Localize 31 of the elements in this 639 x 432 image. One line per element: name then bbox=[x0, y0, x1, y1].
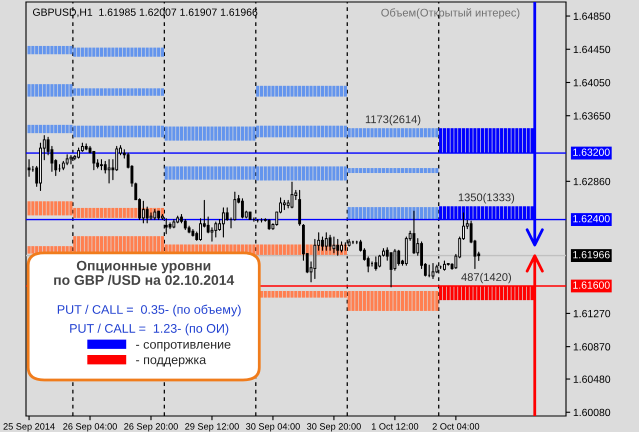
annotation: PUT / CALL = 0.35- (по объему) bbox=[58, 304, 241, 316]
ref-line-label: 1.63200 bbox=[573, 148, 610, 156]
annotation: 1173(2614) bbox=[366, 115, 420, 126]
text: Объем(Открытый интерес) bbox=[381, 8, 520, 19]
y-tick-label: 1.61270 bbox=[574, 310, 610, 318]
y-tick-label: 1.62860 bbox=[574, 178, 610, 186]
ref-line-label: 1.61600 bbox=[573, 281, 610, 289]
x-tick-label: 25 Sep 2014 bbox=[4, 423, 55, 432]
y-tick-label: 1.60870 bbox=[574, 343, 610, 351]
x-tick-label: 26 Sep 04:00 bbox=[63, 423, 117, 432]
annotation: 487(1420) bbox=[461, 272, 511, 284]
x-tick-label: 29 Sep 12:00 bbox=[185, 423, 239, 432]
text: GBPUSD,H1 1.61985 1.62007 1.61907 1.61966 bbox=[33, 8, 258, 18]
legend-label: - поддержка bbox=[136, 357, 206, 367]
y-tick-label: 1.60080 bbox=[574, 408, 610, 416]
annotation: 1350(1333) bbox=[458, 193, 514, 204]
x-tick-label: 30 Sep 04:00 bbox=[246, 423, 300, 432]
ref-line-label: 1.62400 bbox=[573, 214, 610, 222]
x-tick-label: 26 Sep 20:00 bbox=[124, 423, 178, 432]
y-tick-label: 1.64050 bbox=[574, 78, 610, 86]
y-tick-label: 1.60480 bbox=[574, 376, 610, 383]
legend-label: - сопротивление bbox=[136, 342, 230, 352]
legend-title: Опционные уровни по GBP /USD на 02.10.2014 bbox=[54, 260, 234, 286]
x-tick-label: 1 Oct 12:00 bbox=[372, 423, 418, 430]
ref-line-label: 1.61966 bbox=[573, 251, 610, 258]
x-tick-label: 30 Sep 20:00 bbox=[307, 423, 361, 432]
y-tick-label: 1.63650 bbox=[574, 112, 610, 120]
x-tick-label: 2 Oct 04:00 bbox=[432, 423, 480, 430]
annotation: PUT / CALL = 1.23- (по ОИ) bbox=[70, 324, 228, 336]
y-tick-label: 1.64850 bbox=[574, 12, 610, 20]
y-tick-label: 1.64450 bbox=[574, 46, 610, 54]
